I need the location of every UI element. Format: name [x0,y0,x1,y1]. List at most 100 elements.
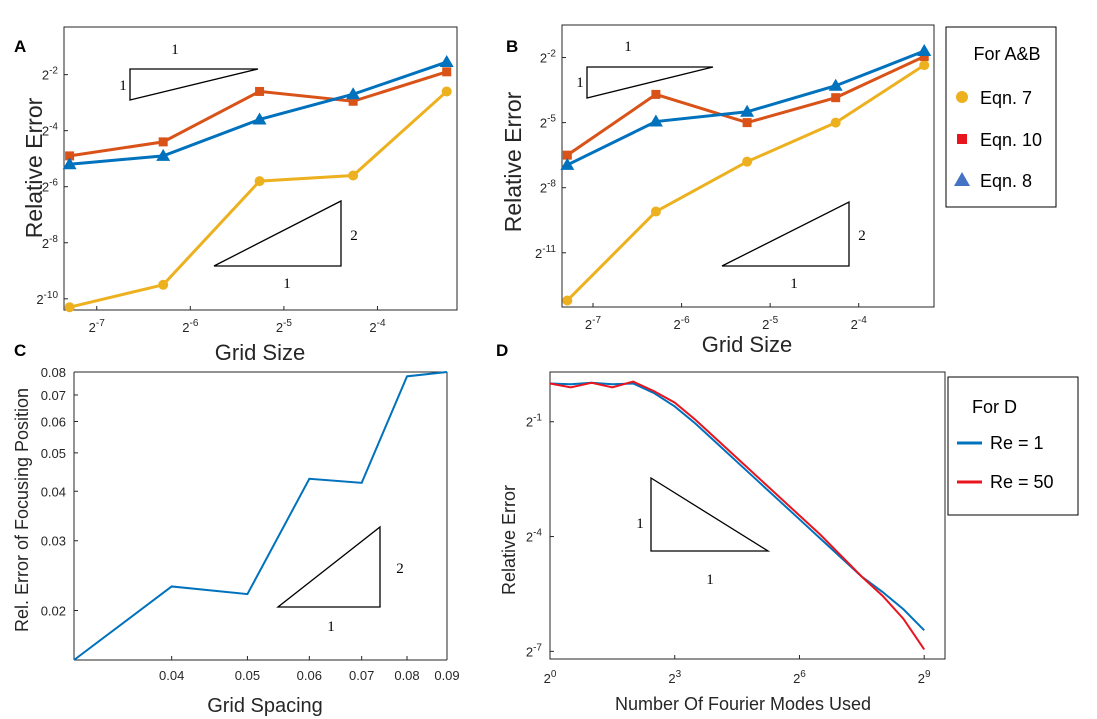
legend-ab-label-eqn10: Eqn. 10 [980,130,1042,150]
panel-b-series-eqn-7-point-2 [742,156,753,167]
legend-ab-marker-eqn7 [956,91,968,103]
panel-a-ytick-label-0: 2-2 [42,66,59,83]
panel-b-series-eqn-8-point-4 [917,44,932,57]
panel-b-series-eqn-10-point-3 [831,93,841,103]
panel-d-xtick-label-2: 26 [793,669,806,686]
legend-d-title: For D [972,397,1017,417]
panel-d-series-re-50-line [549,380,926,650]
panel-a-xtick-label-2: 2-5 [276,318,293,335]
panel-b-ytick-label-1: 2-5 [540,114,557,131]
panel-d-ytick-label-0: 2-1 [526,413,543,430]
panel-d-xtick-label-0: 20 [544,669,557,686]
panel-b-slope2-rise: 2 [858,228,866,244]
panel-d-xlabel: Number Of Fourier Modes Used [615,694,871,714]
panel-b-series-eqn-8-point-0 [560,157,575,170]
panel-c-xlabel: Grid Spacing [207,695,323,717]
panel-a-xlabel: Grid Size [215,340,305,365]
legend-d-box [947,376,1079,516]
panel-a-xtick-label-1: 2-6 [182,318,199,335]
panel-c-xtick-label-3: 0.07 [349,668,374,683]
panel-a-slope2-rise: 2 [350,228,358,244]
panel-b-slope2-triangle [721,200,850,267]
panel-a-series-eqn-10-point-3 [348,96,358,106]
panel-b-series-eqn-7-line [566,63,926,302]
panel-a-frame [63,26,458,311]
panel-b-series-eqn-7-point-1 [650,206,661,217]
panel-b-xtick-label-3: 2-4 [851,315,868,332]
panel-d-frame [549,371,946,660]
panel-d-slope-rise: 1 [636,516,644,532]
panel-b-xtick-label-2: 2-5 [762,315,779,332]
panel-a-series-eqn-10-point-4 [442,67,452,77]
panel-a-xtick-label-0: 2-7 [89,318,106,335]
panel-b-series-eqn-10-point-0 [562,150,572,160]
panel-b-slope2-run: 1 [790,276,798,292]
panel-b-series-eqn-7-point-3 [830,117,841,128]
panel-d-plot: 20 23 26 29 2-1 2-4 2-7 [526,380,931,686]
panel-a-series-eqn-10-point-2 [255,86,265,96]
panel-a-series-eqn-8-point-1 [156,148,171,161]
panel-b-ytick-label-2: 2-8 [540,179,557,196]
panel-a-ytick-label-2: 2-6 [42,178,59,195]
panel-a-series-eqn-10-point-0 [65,151,75,161]
panel-a-slope1-triangle [129,68,259,101]
panel-a-series-eqn-8-point-4 [439,55,454,68]
panel-b-slope1-triangle [586,66,714,99]
legend-d-label-re1: Re = 1 [990,433,1044,453]
legend-ab-label-eqn7: Eqn. 7 [980,88,1032,108]
panel-d-ytick-label-1: 2-4 [526,528,543,545]
panel-letter-d: D [496,341,508,360]
legend-ab-title: For A&B [973,44,1040,64]
panel-d-ytick-label-2: 2-7 [526,642,543,659]
panel-b-frame [561,24,935,308]
panel-b-series-eqn-10-point-2 [742,118,752,128]
panel-c-ytick-label-5: 0.07 [41,388,66,403]
panel-a-series-eqn-8-point-3 [346,87,361,100]
panel-c-ytick-label-0: 0.02 [41,604,66,619]
panel-a-slope2-triangle [213,199,342,267]
panel-c-slope-triangle [276,525,381,608]
panel-a-slope1-run: 1 [171,42,179,58]
panel-d-xtick-label-3: 29 [918,669,931,686]
panel-c-xtick-label-2: 0.06 [297,668,322,683]
panel-b-ylabel: Relative Error [500,91,526,232]
panel-a-slope1-rise: 1 [119,78,127,94]
panel-c-ytick-label-3: 0.05 [41,446,66,461]
panel-a-slope2-run: 1 [283,276,291,292]
panel-c-xtick-label-0: 0.04 [159,668,184,683]
panel-letter-b: B [506,37,518,56]
panel-d-ylabel: Relative Error [499,485,519,595]
panel-b-series-eqn-8-point-1 [648,114,663,127]
panel-c-ytick-label-6: 0.08 [41,365,66,380]
panel-b-series-eqn-7-point-4 [919,60,930,71]
panel-c-ytick-label-1: 0.03 [41,534,66,549]
legend-ab-marker-eqn8 [954,172,970,186]
panel-c-ytick-label-2: 0.04 [41,484,66,499]
panel-c-slope-rise: 2 [396,561,404,577]
panel-d-slope-triangle [650,476,771,552]
panel-c-xtick-label-1: 0.05 [235,668,260,683]
panel-b-xtick-label-1: 2-6 [674,315,691,332]
panel-b-series-eqn-8-point-3 [828,78,843,91]
panel-a-ylabel: Relative Error [21,97,47,238]
panel-a-series-eqn-10-point-1 [158,137,168,147]
panel-c-slope-run: 1 [327,619,335,635]
panel-a-series-eqn-7-point-3 [348,170,359,181]
panel-c-axes [73,371,448,661]
panel-b-series-eqn-8-point-2 [740,104,755,117]
panel-a-xtick-label-3: 2-4 [369,318,386,335]
panel-d-slope-run: 1 [706,572,714,588]
panel-b-xlabel: Grid Size [702,332,792,357]
legend-ab-label-eqn8: Eqn. 8 [980,171,1032,191]
panel-a-series-eqn-7-point-2 [254,176,265,187]
panel-a-ytick-label-4: 2-10 [36,290,58,307]
panel-a-ytick-label-3: 2-8 [42,234,59,251]
legend-d-label-re50: Re = 50 [990,472,1054,492]
panel-a-series-eqn-7-point-1 [158,279,169,290]
panel-d-series-re-1-line [549,381,925,632]
panel-c-series-line [73,371,448,661]
panel-a-series-eqn-7-point-4 [441,86,452,97]
panel-c-xtick-label-5: 0.09 [434,668,459,683]
panel-b-series-eqn-7-point-0 [562,295,573,306]
